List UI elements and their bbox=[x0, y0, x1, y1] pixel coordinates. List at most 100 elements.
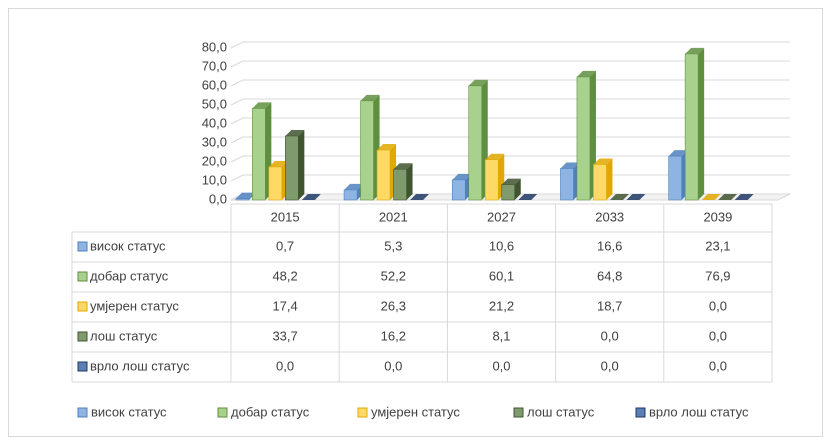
bar bbox=[560, 168, 574, 201]
bar-top bbox=[377, 144, 397, 151]
bar-top bbox=[285, 129, 305, 136]
bar bbox=[593, 164, 607, 201]
table-cell: 0,0 bbox=[709, 298, 727, 313]
legend-key bbox=[77, 407, 88, 418]
x-tick-label: 2021 bbox=[379, 209, 408, 224]
bar bbox=[235, 198, 250, 201]
x-tick-label: 2039 bbox=[703, 209, 732, 224]
table-cell: 0,0 bbox=[276, 358, 294, 373]
bar-top bbox=[452, 173, 472, 180]
table-row-label: врло лош статус bbox=[90, 358, 190, 373]
bar bbox=[468, 85, 483, 201]
table-cell: 48,2 bbox=[272, 268, 297, 283]
table-cell: 76,9 bbox=[705, 268, 730, 283]
bar-top bbox=[626, 194, 646, 200]
bar-top bbox=[668, 150, 688, 157]
bar-top bbox=[609, 194, 629, 200]
table-cell: 64,8 bbox=[597, 268, 622, 283]
bar bbox=[576, 76, 591, 201]
bar bbox=[252, 108, 266, 201]
bar bbox=[376, 149, 391, 201]
legend-label: врло лош статус bbox=[649, 404, 749, 419]
table-cell: 23,1 bbox=[705, 238, 730, 253]
bar-top bbox=[393, 163, 413, 170]
grid-line bbox=[230, 60, 790, 68]
table-cell: 0,7 bbox=[276, 238, 294, 253]
table-cell: 26,3 bbox=[381, 298, 406, 313]
bar-top bbox=[576, 70, 596, 77]
legend-label: висок статус bbox=[91, 404, 167, 419]
legend-label: добар статус bbox=[231, 404, 310, 419]
legend-key bbox=[357, 407, 368, 418]
bar bbox=[268, 166, 283, 201]
x-tick-label: 2033 bbox=[595, 209, 624, 224]
table-row-label: умјерен статус bbox=[90, 298, 179, 313]
bar-top bbox=[410, 194, 430, 200]
y-tick-label: 10,0 bbox=[202, 172, 227, 187]
y-tick-label: 40,0 bbox=[202, 115, 227, 130]
bar bbox=[501, 184, 516, 201]
table-cell: 0,0 bbox=[492, 358, 510, 373]
bar-side bbox=[514, 178, 521, 200]
bar-top bbox=[718, 194, 738, 200]
grid-line bbox=[230, 79, 790, 87]
bar-top bbox=[685, 47, 705, 54]
table-cell: 0,0 bbox=[601, 358, 619, 373]
table-cell: 60,1 bbox=[489, 268, 514, 283]
bar-top bbox=[344, 183, 364, 190]
x-tick-label: 2015 bbox=[271, 209, 300, 224]
legend-label: умјерен статус bbox=[371, 404, 460, 419]
table-cell: 0,0 bbox=[709, 358, 727, 373]
table-legend-key bbox=[77, 241, 88, 252]
bar bbox=[484, 159, 499, 201]
legend-key bbox=[635, 407, 646, 418]
bar-side bbox=[606, 158, 613, 200]
table-cell: 0,0 bbox=[384, 358, 402, 373]
table-cell: 52,2 bbox=[381, 268, 406, 283]
table-row-label: добар статус bbox=[90, 268, 169, 283]
legend-key bbox=[513, 407, 524, 418]
bar bbox=[684, 53, 699, 201]
table-row-label: лош статус bbox=[90, 328, 158, 343]
bar-top bbox=[360, 94, 380, 101]
bar-top bbox=[485, 153, 505, 160]
legend-label: лош статус bbox=[527, 404, 595, 419]
bar bbox=[668, 155, 682, 201]
table-cell: 21,2 bbox=[489, 298, 514, 313]
y-tick-label: 80,0 bbox=[202, 39, 227, 54]
table-cell: 0,0 bbox=[601, 328, 619, 343]
table-legend-key bbox=[77, 361, 88, 372]
grid-line bbox=[230, 41, 790, 49]
y-tick-label: 20,0 bbox=[202, 153, 227, 168]
bar-top bbox=[268, 160, 288, 167]
y-tick-label: 30,0 bbox=[202, 134, 227, 149]
grid-line bbox=[230, 136, 790, 144]
table-cell: 16,6 bbox=[597, 238, 622, 253]
bar-side bbox=[406, 163, 413, 200]
table-cell: 0,0 bbox=[709, 328, 727, 343]
table-cell: 8,1 bbox=[492, 328, 510, 343]
table-cell: 5,3 bbox=[384, 238, 402, 253]
bar-top bbox=[468, 79, 488, 86]
table-cell: 10,6 bbox=[489, 238, 514, 253]
y-tick-label: 0,0 bbox=[209, 191, 227, 206]
table-cell: 16,2 bbox=[381, 328, 406, 343]
table-cell: 17,4 bbox=[272, 298, 297, 313]
grid-line bbox=[230, 117, 790, 125]
x-tick-label: 2027 bbox=[487, 209, 516, 224]
legend-key bbox=[217, 407, 228, 418]
table-legend-key bbox=[77, 271, 88, 282]
bar-top bbox=[734, 194, 754, 200]
bar-side bbox=[698, 47, 705, 200]
bar bbox=[360, 100, 374, 201]
bar-top bbox=[301, 194, 321, 200]
bar-top bbox=[701, 194, 721, 200]
bar bbox=[285, 135, 299, 201]
table-legend-key bbox=[77, 301, 88, 312]
bar bbox=[451, 179, 466, 201]
bar-side bbox=[298, 129, 305, 200]
y-tick-label: 70,0 bbox=[202, 58, 227, 73]
y-tick-label: 60,0 bbox=[202, 77, 227, 92]
bar bbox=[393, 168, 407, 201]
